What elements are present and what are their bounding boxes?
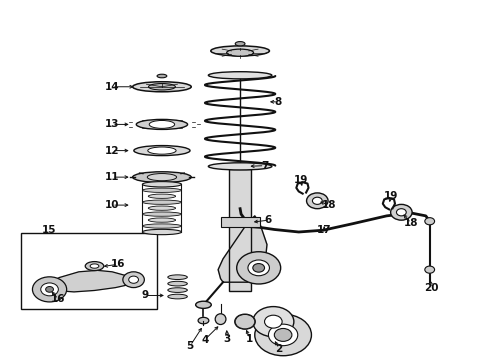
Ellipse shape — [198, 318, 209, 324]
Ellipse shape — [133, 172, 191, 183]
Ellipse shape — [143, 224, 181, 228]
Text: 9: 9 — [142, 291, 149, 301]
Circle shape — [425, 266, 435, 273]
Text: 18: 18 — [404, 218, 418, 228]
Ellipse shape — [168, 288, 187, 292]
Ellipse shape — [136, 120, 188, 130]
Ellipse shape — [147, 174, 176, 181]
Ellipse shape — [90, 264, 99, 268]
Circle shape — [248, 260, 270, 276]
Text: 18: 18 — [322, 200, 336, 210]
Ellipse shape — [235, 41, 245, 46]
Text: 10: 10 — [105, 200, 120, 210]
Text: 6: 6 — [265, 215, 272, 225]
Ellipse shape — [168, 281, 187, 286]
Circle shape — [425, 218, 435, 225]
Bar — [21, 233, 157, 309]
Ellipse shape — [143, 181, 181, 187]
Text: 19: 19 — [383, 191, 398, 201]
Ellipse shape — [235, 314, 255, 329]
Ellipse shape — [215, 314, 226, 324]
Circle shape — [265, 315, 282, 328]
Circle shape — [255, 314, 312, 356]
Text: 2: 2 — [275, 343, 283, 354]
Text: 11: 11 — [105, 172, 120, 182]
Ellipse shape — [149, 121, 174, 129]
Circle shape — [253, 264, 265, 272]
Ellipse shape — [148, 218, 175, 222]
Text: 17: 17 — [317, 225, 331, 235]
Ellipse shape — [148, 182, 175, 186]
Text: 16: 16 — [111, 259, 125, 269]
Ellipse shape — [148, 194, 175, 198]
Ellipse shape — [148, 230, 175, 234]
Text: 4: 4 — [201, 334, 209, 345]
Circle shape — [46, 287, 53, 292]
Circle shape — [396, 209, 406, 216]
Ellipse shape — [143, 200, 181, 204]
Ellipse shape — [148, 84, 175, 90]
Ellipse shape — [168, 275, 187, 279]
Ellipse shape — [168, 294, 187, 299]
Bar — [229, 169, 251, 291]
Text: 16: 16 — [51, 294, 66, 304]
Ellipse shape — [143, 212, 181, 216]
Ellipse shape — [196, 301, 211, 309]
Ellipse shape — [133, 82, 191, 92]
Text: 1: 1 — [246, 333, 253, 343]
Ellipse shape — [134, 145, 190, 156]
Circle shape — [391, 204, 412, 220]
Text: 7: 7 — [261, 161, 268, 171]
Text: 15: 15 — [41, 225, 56, 235]
Text: 20: 20 — [424, 283, 439, 293]
Polygon shape — [218, 216, 267, 282]
Ellipse shape — [157, 74, 167, 78]
Circle shape — [129, 276, 139, 283]
Text: 14: 14 — [105, 82, 120, 92]
Circle shape — [32, 277, 67, 302]
Polygon shape — [42, 270, 137, 292]
Circle shape — [269, 324, 298, 346]
Circle shape — [274, 328, 292, 341]
Ellipse shape — [211, 46, 270, 56]
Text: 13: 13 — [105, 120, 120, 129]
Text: 5: 5 — [187, 341, 194, 351]
Circle shape — [123, 272, 145, 288]
Ellipse shape — [148, 206, 175, 210]
Ellipse shape — [143, 188, 181, 192]
Circle shape — [253, 307, 294, 337]
Circle shape — [307, 193, 328, 209]
Circle shape — [313, 197, 322, 204]
Ellipse shape — [148, 147, 176, 154]
Ellipse shape — [143, 229, 181, 235]
Circle shape — [237, 252, 281, 284]
Ellipse shape — [227, 49, 253, 56]
Bar — [220, 217, 260, 227]
Ellipse shape — [208, 163, 272, 170]
Text: 19: 19 — [294, 175, 308, 185]
Ellipse shape — [85, 262, 104, 271]
Circle shape — [41, 283, 58, 296]
Text: 8: 8 — [274, 97, 282, 107]
Circle shape — [235, 315, 255, 329]
Text: 12: 12 — [105, 145, 120, 156]
Ellipse shape — [208, 72, 272, 79]
Text: 3: 3 — [224, 333, 231, 343]
